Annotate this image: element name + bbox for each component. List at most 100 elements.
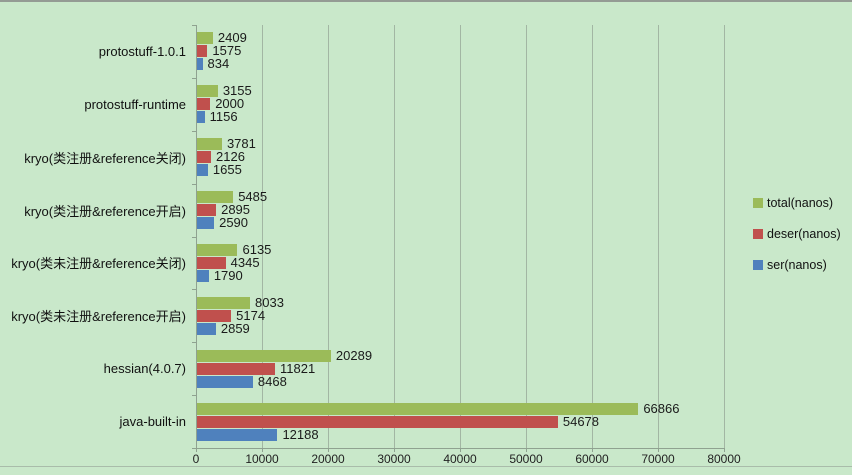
bar-total(nanos) bbox=[197, 85, 218, 98]
bar-total(nanos) bbox=[197, 32, 213, 45]
category-label: java-built-in bbox=[119, 414, 186, 430]
x-axis-tick bbox=[328, 448, 329, 452]
gridline bbox=[592, 25, 593, 448]
bar-value-label: 5174 bbox=[236, 307, 266, 323]
gridline bbox=[262, 25, 263, 448]
legend-label: total(nanos) bbox=[767, 196, 834, 210]
bar-group: 8033 5174 2859 bbox=[197, 289, 725, 342]
bar-value-label: 2126 bbox=[216, 149, 245, 165]
bar-line: 1575 bbox=[197, 43, 725, 59]
bar-ser(nanos) bbox=[197, 111, 205, 124]
bar-value-label: 5485 bbox=[238, 189, 268, 205]
category-label: hessian(4.0.7) bbox=[103, 361, 186, 377]
bar-total(nanos) bbox=[197, 191, 234, 204]
bar-line: 20289 bbox=[197, 347, 725, 363]
category-axis-tick bbox=[192, 236, 196, 238]
bar-total(nanos) bbox=[197, 402, 639, 415]
bar-line: 2590 bbox=[197, 216, 725, 230]
bar-value-label: 1575 bbox=[212, 43, 242, 59]
bar-line: 6135 bbox=[197, 241, 725, 257]
gridline bbox=[724, 25, 725, 448]
category-axis-tick bbox=[192, 342, 196, 344]
category-label: kryo(类未注册&reference开启) bbox=[11, 309, 186, 325]
y-axis-line bbox=[196, 25, 197, 448]
x-tick-label: 60000 bbox=[575, 452, 609, 466]
bar-group: 6135 4345 1790 bbox=[197, 237, 725, 290]
x-tick-label: 80000 bbox=[707, 452, 741, 466]
bar-line: 1655 bbox=[197, 162, 725, 178]
x-tick-label: 70000 bbox=[641, 452, 675, 466]
bar-value-label: 1790 bbox=[213, 267, 243, 283]
bar-value-label: 4345 bbox=[230, 254, 260, 270]
bar-total(nanos) bbox=[197, 243, 238, 256]
bar-deser(nanos) bbox=[197, 45, 208, 58]
bar-line: 5485 bbox=[197, 189, 725, 205]
bar-total(nanos) bbox=[197, 349, 331, 362]
category-label: kryo(类注册&reference开启) bbox=[24, 203, 186, 219]
bar-line: 5174 bbox=[197, 307, 725, 323]
x-tick-label: 40000 bbox=[443, 452, 477, 466]
legend-label: ser(nanos) bbox=[767, 258, 827, 272]
bar-total(nanos) bbox=[197, 296, 251, 309]
bar-value-label: 8033 bbox=[255, 294, 284, 310]
category-label: kryo(类未注册&reference关闭) bbox=[11, 256, 186, 272]
bar-value-label: 1655 bbox=[212, 162, 242, 178]
bar-value-label: 2409 bbox=[217, 30, 247, 46]
gridline bbox=[658, 25, 659, 448]
bar-line: 2000 bbox=[197, 97, 725, 111]
x-tick-label: 10000 bbox=[245, 452, 279, 466]
bar-deser(nanos) bbox=[197, 204, 217, 217]
bar-value-label: 11821 bbox=[280, 360, 316, 376]
bar-deser(nanos) bbox=[197, 151, 212, 164]
legend-item: deser(nanos) bbox=[753, 227, 841, 241]
top-edge-line bbox=[0, 0, 852, 2]
gridline bbox=[394, 25, 395, 448]
category-axis-tick bbox=[192, 289, 196, 291]
gridline bbox=[460, 25, 461, 448]
bar-line: 11821 bbox=[197, 360, 725, 376]
category-label: protostuff-1.0.1 bbox=[98, 43, 186, 59]
category-axis-tick bbox=[192, 183, 196, 185]
bar-ser(nanos) bbox=[197, 164, 208, 177]
legend-swatch-icon bbox=[753, 229, 763, 239]
bar-line: 2859 bbox=[197, 320, 725, 336]
bar-group: 5485 2895 2590 bbox=[197, 184, 725, 237]
bar-line: 12188 bbox=[197, 428, 725, 441]
x-axis-tick bbox=[394, 448, 395, 452]
bar-value-label: 6135 bbox=[242, 241, 272, 257]
legend-swatch-icon bbox=[753, 198, 763, 208]
x-axis-tick bbox=[460, 448, 461, 452]
bar-line: 2895 bbox=[197, 202, 725, 218]
legend-label: deser(nanos) bbox=[767, 227, 841, 241]
bar-line: 66866 bbox=[197, 402, 725, 415]
x-axis-tick bbox=[658, 448, 659, 452]
x-tick-label: 50000 bbox=[509, 452, 543, 466]
category-axis-tick bbox=[192, 130, 196, 132]
bar-value-label: 8468 bbox=[257, 373, 287, 389]
bar-ser(nanos) bbox=[197, 322, 216, 335]
category-label: kryo(类注册&reference关闭) bbox=[24, 150, 186, 166]
x-axis-tick bbox=[196, 448, 197, 452]
bar-deser(nanos) bbox=[197, 362, 276, 375]
bar-ser(nanos) bbox=[197, 58, 203, 71]
bar-line: 3155 bbox=[197, 83, 725, 99]
bar-value-label: 2859 bbox=[220, 320, 250, 336]
bar-value-label: 20289 bbox=[335, 347, 373, 363]
x-axis-tick bbox=[724, 448, 725, 452]
bar-line: 1790 bbox=[197, 267, 725, 283]
gridline bbox=[526, 25, 527, 448]
bar-value-label: 2895 bbox=[221, 202, 251, 218]
category-axis-tick bbox=[192, 77, 196, 79]
bar-line: 54678 bbox=[197, 415, 725, 428]
bar-group: 2409 1575 834 bbox=[197, 25, 725, 78]
bar-group: 66866 54678 12188 bbox=[197, 395, 725, 448]
x-axis-line bbox=[196, 448, 724, 449]
bar-group: 3781 2126 1655 bbox=[197, 131, 725, 184]
bar-value-label: 3155 bbox=[222, 83, 252, 99]
bar-line: 4345 bbox=[197, 254, 725, 270]
bar-deser(nanos) bbox=[197, 309, 232, 322]
bar-value-label: 834 bbox=[207, 56, 230, 72]
bar-line: 834 bbox=[197, 56, 725, 72]
bar-deser(nanos) bbox=[197, 256, 226, 269]
